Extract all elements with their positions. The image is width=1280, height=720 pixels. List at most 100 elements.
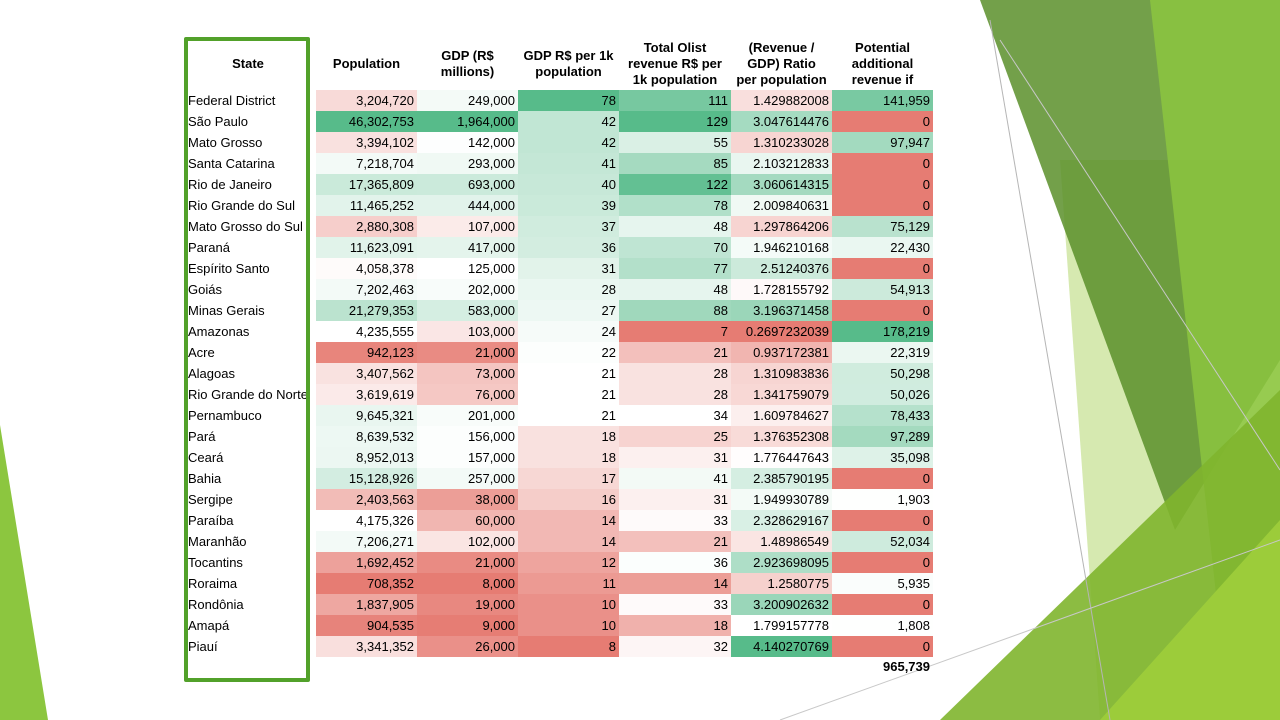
cell-population: 7,202,463 <box>316 279 417 300</box>
cell-population: 46,302,753 <box>316 111 417 132</box>
cell-gdp: 1,964,000 <box>417 111 518 132</box>
cell-gdp-per-1k: 36 <box>518 237 619 258</box>
cell-gdp: 21,000 <box>417 342 518 363</box>
cell-state: Tocantins <box>188 555 243 570</box>
cell-potential: 54,913 <box>832 279 933 300</box>
cell-ratio: 4.140270769 <box>731 636 832 657</box>
cell-gdp-per-1k: 18 <box>518 426 619 447</box>
cell-state: Acre <box>188 345 215 360</box>
table-row: Mato Grosso 3,394,102 142,000 42 55 1.3102330… <box>188 132 938 153</box>
cell-gdp-per-1k: 78 <box>518 90 619 111</box>
cell-gdp: 21,000 <box>417 552 518 573</box>
cell-gdp-per-1k: 17 <box>518 468 619 489</box>
cell-gdp-per-1k: 21 <box>518 384 619 405</box>
cell-revenue-per-1k: 18 <box>619 615 731 636</box>
table-row: Minas Gerais 21,279,353 583,000 27 88 3.19637… <box>188 300 938 321</box>
cell-gdp-per-1k: 10 <box>518 615 619 636</box>
cell-gdp: 257,000 <box>417 468 518 489</box>
cell-ratio: 1.297864206 <box>731 216 832 237</box>
cell-potential: 50,298 <box>832 363 933 384</box>
header-state: State <box>188 38 308 90</box>
cell-potential: 0 <box>832 552 933 573</box>
cell-state: Piauí <box>188 639 218 654</box>
cell-state: Mato Grosso <box>188 135 263 150</box>
table-row: Amapá 904,535 9,000 10 18 1.799157778 1,808 <box>188 615 938 636</box>
cell-gdp-per-1k: 11 <box>518 573 619 594</box>
cell-gdp: 76,000 <box>417 384 518 405</box>
cell-state: Rondônia <box>188 597 244 612</box>
cell-gdp-per-1k: 28 <box>518 279 619 300</box>
table-row: São Paulo 46,302,753 1,964,000 42 129 3.04761… <box>188 111 938 132</box>
cell-ratio: 1.48986549 <box>731 531 832 552</box>
cell-gdp-per-1k: 41 <box>518 153 619 174</box>
header-gdp-per-1k-line: population <box>535 64 602 79</box>
left-green-triangle <box>0 425 48 720</box>
cell-gdp: 38,000 <box>417 489 518 510</box>
cell-gdp-per-1k: 22 <box>518 342 619 363</box>
header-potential-line: revenue if <box>851 72 914 87</box>
cell-population: 2,403,563 <box>316 489 417 510</box>
cell-ratio: 1.2580775 <box>731 573 832 594</box>
cell-state: Alagoas <box>188 366 235 381</box>
cell-gdp: 156,000 <box>417 426 518 447</box>
cell-revenue-per-1k: 85 <box>619 153 731 174</box>
cell-revenue-per-1k: 48 <box>619 216 731 237</box>
cell-gdp: 157,000 <box>417 447 518 468</box>
cell-state: Espírito Santo <box>188 261 270 276</box>
cell-potential: 0 <box>832 195 933 216</box>
cell-revenue-per-1k: 33 <box>619 594 731 615</box>
cell-gdp-per-1k: 40 <box>518 174 619 195</box>
cell-potential: 0 <box>832 153 933 174</box>
header-revenue-per-1k-line: 1k population <box>632 72 718 87</box>
cell-state: São Paulo <box>188 114 248 129</box>
cell-gdp: 103,000 <box>417 321 518 342</box>
cell-revenue-per-1k: 21 <box>619 342 731 363</box>
header-revenue-per-1k: Total Olist revenue R$ per 1k population <box>619 38 731 90</box>
cell-state: Mato Grosso do Sul <box>188 219 303 234</box>
table-row: Pará 8,639,532 156,000 18 25 1.376352308 97,28… <box>188 426 938 447</box>
cell-revenue-per-1k: 32 <box>619 636 731 657</box>
cell-population: 3,341,352 <box>316 636 417 657</box>
cell-gdp: 142,000 <box>417 132 518 153</box>
cell-revenue-per-1k: 21 <box>619 531 731 552</box>
cell-state: Ceará <box>188 450 224 465</box>
table-row: Sergipe 2,403,563 38,000 16 31 1.949930789 1,9… <box>188 489 938 510</box>
cell-ratio: 3.060614315 <box>731 174 832 195</box>
cell-ratio: 1.429882008 <box>731 90 832 111</box>
cell-gdp: 444,000 <box>417 195 518 216</box>
cell-gdp: 201,000 <box>417 405 518 426</box>
cell-potential: 97,289 <box>832 426 933 447</box>
cell-gdp: 202,000 <box>417 279 518 300</box>
cell-ratio: 0.937172381 <box>731 342 832 363</box>
cell-state: Paraná <box>188 240 230 255</box>
cell-gdp-per-1k: 24 <box>518 321 619 342</box>
cell-potential: 141,959 <box>832 90 933 111</box>
cell-ratio: 1.799157778 <box>731 615 832 636</box>
cell-population: 1,692,452 <box>316 552 417 573</box>
cell-gdp: 8,000 <box>417 573 518 594</box>
cell-ratio: 1.609784627 <box>731 405 832 426</box>
cell-gdp: 9,000 <box>417 615 518 636</box>
cell-gdp-per-1k: 39 <box>518 195 619 216</box>
cell-state: Rio Grande do Sul <box>188 198 295 213</box>
cell-population: 4,235,555 <box>316 321 417 342</box>
cell-ratio: 2.009840631 <box>731 195 832 216</box>
cell-potential: 1,808 <box>832 615 933 636</box>
cell-population: 4,175,326 <box>316 510 417 531</box>
table-row: Acre 942,123 21,000 22 21 0.937172381 22,319 <box>188 342 938 363</box>
cell-state: Paraíba <box>188 513 234 528</box>
cell-gdp-per-1k: 18 <box>518 447 619 468</box>
deco-line-1 <box>989 19 1111 720</box>
cell-revenue-per-1k: 14 <box>619 573 731 594</box>
cell-gdp: 693,000 <box>417 174 518 195</box>
cell-gdp-per-1k: 42 <box>518 132 619 153</box>
table-row: Santa Catarina 7,218,704 293,000 41 85 2.1032… <box>188 153 938 174</box>
cell-potential: 1,903 <box>832 489 933 510</box>
cell-population: 15,128,926 <box>316 468 417 489</box>
cell-potential: 0 <box>832 468 933 489</box>
cell-gdp-per-1k: 21 <box>518 363 619 384</box>
cell-potential: 0 <box>832 111 933 132</box>
cell-ratio: 1.310233028 <box>731 132 832 153</box>
header-gdp: GDP (R$ millions) <box>417 38 518 90</box>
table-row: Goiás 7,202,463 202,000 28 48 1.728155792 54,9… <box>188 279 938 300</box>
